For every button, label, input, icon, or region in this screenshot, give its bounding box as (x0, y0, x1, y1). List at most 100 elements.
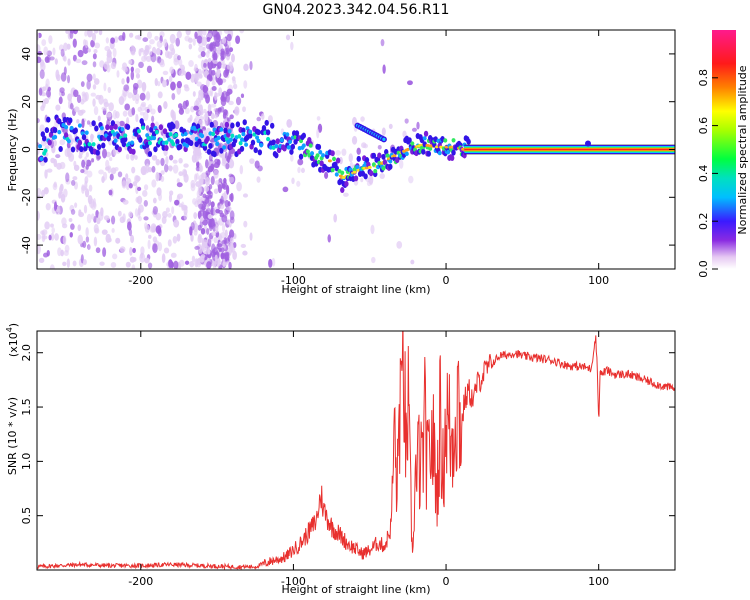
ridge-cell (364, 157, 370, 164)
ridge-core (200, 133, 205, 139)
noise-speck (205, 176, 210, 186)
ridge-cell (290, 143, 296, 150)
ridge-cell (106, 135, 111, 142)
noise-speck (70, 102, 74, 110)
noise-speck (224, 44, 230, 52)
ridge-cell (466, 138, 471, 145)
ridge-core (334, 172, 339, 177)
noise-speck (72, 176, 78, 181)
noise-speck (157, 105, 162, 114)
noise-speck (410, 259, 415, 265)
noise-speck (296, 180, 301, 187)
noise-speck (139, 92, 146, 101)
noise-speck (219, 203, 225, 210)
noise-speck (211, 81, 216, 86)
noise-speck (132, 247, 136, 254)
noise-speck (290, 154, 294, 162)
x-tick-label: 0 (443, 274, 450, 287)
noise-speck (66, 258, 71, 268)
ridge-hot (448, 145, 453, 149)
noise-speck (55, 208, 61, 216)
ridge-cell (101, 142, 106, 149)
ridge-cell (113, 123, 118, 130)
noise-speck (195, 172, 199, 180)
noise-speck (110, 262, 117, 268)
ridge-core (113, 138, 118, 143)
noise-speck (216, 243, 223, 248)
ridge-core (222, 145, 227, 150)
ridge-cell (330, 150, 335, 157)
side-feature-core (382, 137, 386, 141)
ridge-cell (335, 157, 341, 164)
noise-speck (300, 167, 305, 174)
ridge-cell (110, 120, 116, 127)
noise-speck (162, 210, 168, 219)
noise-speck (37, 146, 40, 156)
ridge-core (279, 137, 284, 143)
noise-speck (44, 221, 50, 230)
y-tick-label: 1.0 (20, 453, 33, 471)
noise-speck (70, 223, 75, 230)
noise-speck (144, 257, 150, 264)
noise-speck (222, 261, 228, 266)
noise-speck (170, 81, 176, 91)
ridge-core (147, 140, 152, 146)
noise-speck (59, 161, 66, 170)
ridge-core (91, 142, 96, 147)
ridge-cell (158, 124, 164, 131)
noise-speck (212, 51, 218, 62)
noise-speck (167, 213, 172, 218)
noise-speck (229, 114, 234, 120)
ridge-core (84, 130, 89, 135)
noise-speck (147, 239, 151, 250)
noise-speck (91, 32, 97, 42)
noise-speck (105, 233, 111, 243)
ridge-cell (368, 170, 374, 177)
noise-speck (204, 111, 209, 122)
ridge-cell (353, 175, 359, 182)
noise-speck (198, 45, 204, 53)
noise-speck (198, 110, 204, 116)
noise-speck (54, 233, 59, 241)
noise-speck (122, 110, 128, 117)
noise-speck (177, 193, 184, 200)
noise-speck (70, 208, 76, 215)
y-tick-label: 20 (20, 95, 33, 109)
noise-speck (98, 30, 103, 36)
noise-speck (53, 181, 57, 188)
ridge-cell (77, 139, 83, 146)
noise-speck (140, 165, 147, 176)
ridge-cell (334, 165, 339, 172)
noise-speck (41, 99, 46, 109)
noise-speck (137, 186, 142, 192)
noise-speck (127, 221, 132, 231)
noise-speck (95, 210, 99, 218)
noise-speck (145, 45, 150, 53)
noise-speck (106, 112, 112, 118)
noise-speck (173, 219, 180, 228)
noise-speck (297, 166, 301, 174)
ridge-core (248, 129, 253, 135)
noise-speck (161, 79, 167, 88)
noise-speck (134, 208, 139, 217)
noise-speck (146, 108, 150, 113)
ridge-cell (274, 152, 279, 159)
noise-speck (115, 237, 121, 244)
noise-speck (268, 258, 273, 268)
noise-speck (69, 231, 73, 238)
top-x-axis-label: Height of straight line (km) (281, 283, 430, 296)
noise-speck (144, 224, 150, 233)
noise-speck (171, 206, 175, 215)
noise-speck (122, 62, 128, 69)
x-tick-label: -200 (128, 575, 153, 588)
ridge-cell (70, 146, 76, 153)
noise-speck (91, 158, 95, 163)
ridge-core (241, 131, 246, 137)
ridge-core (428, 146, 433, 151)
noise-speck (188, 43, 193, 50)
noise-speck (169, 66, 174, 75)
y-tick-label: -40 (20, 236, 33, 254)
noise-speck (43, 252, 49, 258)
ridge-core (321, 153, 326, 158)
steady-tone-blip (585, 140, 591, 147)
